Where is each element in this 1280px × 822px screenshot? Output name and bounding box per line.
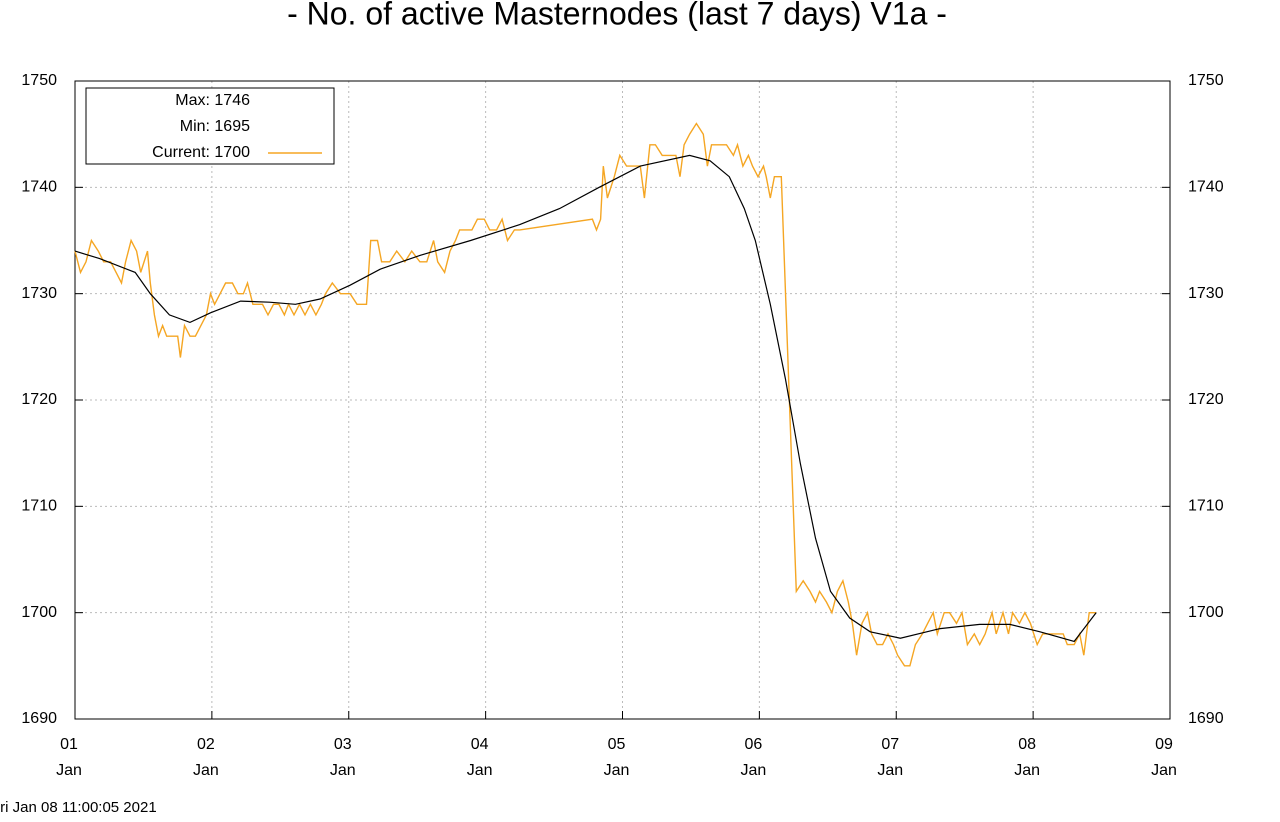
legend-box [85,87,335,165]
y2-tick-label: 1690 [1188,710,1224,727]
data-line [74,154,1097,643]
chart-title: - No. of active Masternodes (last 7 days… [287,0,947,31]
x-tick-label: 06 Jan [740,736,767,779]
y2-tick-label: 1750 [1188,72,1224,89]
y2-tick-label: 1730 [1188,285,1224,302]
x-tick-label: 05 Jan [603,736,630,779]
data-line [74,122,1097,667]
x-tick-label: 04 Jan [466,736,493,779]
legend-note: Min: 1695 [180,118,250,135]
x-tick-label: 02 Jan [192,736,219,779]
legend-note: Max: 1746 [175,92,250,109]
x-tick-label: 09 Jan [1151,736,1177,779]
y-tick-label: 1740 [21,179,57,196]
y-tick-label: 1730 [21,285,57,302]
y2-tick-label: 1710 [1188,498,1224,515]
plot-frame [74,80,1171,720]
x-tick-label: 01 Jan [56,736,82,779]
x-tick-label: 03 Jan [329,736,356,779]
y2-tick-label: 1740 [1188,179,1224,196]
y-tick-label: 1710 [21,498,57,515]
y2-tick-label: 1720 [1188,391,1224,408]
x-tick-label: 08 Jan [1014,736,1041,779]
timestamp: Fri Jan 08 11:00:05 2021 [0,799,157,816]
y2-tick-label: 1700 [1188,604,1224,621]
y-tick-label: 1690 [21,710,57,727]
x-tick-label: 07 Jan [877,736,904,779]
y-tick-label: 1700 [21,604,57,621]
y-tick-label: 1750 [21,72,57,89]
y-tick-label: 1720 [21,391,57,408]
legend-label: Current: 1700 [152,144,250,161]
